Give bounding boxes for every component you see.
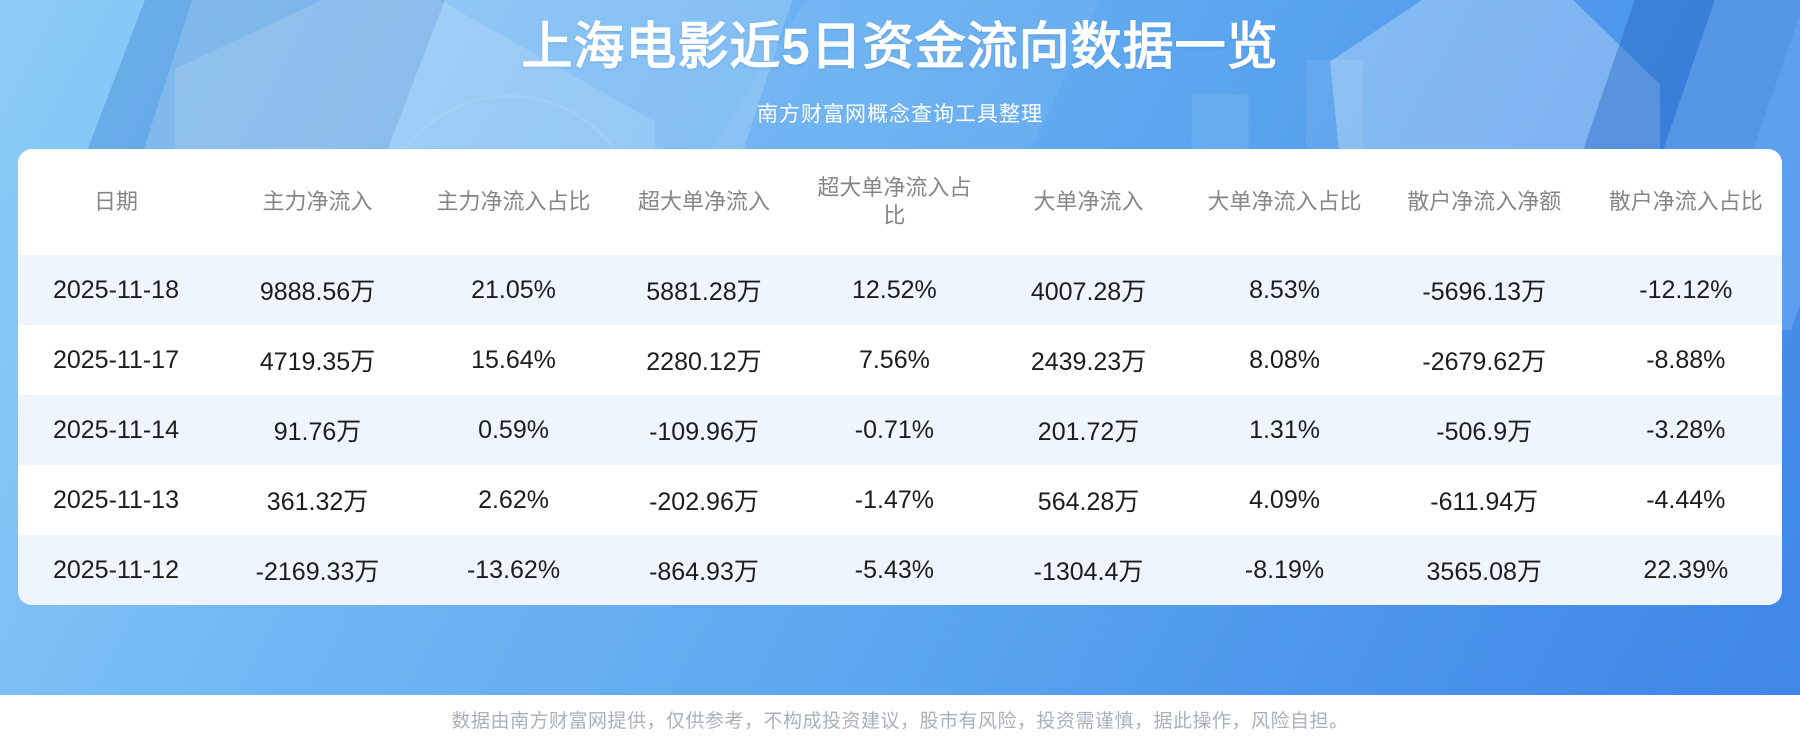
cell-main-net-inflow: 4719.35万 <box>259 348 376 377</box>
cell-large-net-inflow-ratio: 8.08% <box>1249 345 1320 374</box>
cell-xl-net-inflow: 2280.12万 <box>646 348 762 377</box>
cell-main-net-inflow-ratio: 0.59% <box>478 415 549 444</box>
fund-flow-table: 日期 主力净流入 主力净流入占比 超大单净流入 超大单净流入占比 大单净流入 大… <box>18 149 1782 606</box>
cell-large-net-inflow: -1304.4万 <box>1033 558 1144 587</box>
cell-xl-net-inflow: 5881.28万 <box>646 278 762 307</box>
column-header-large-net-inflow-ratio: 大单净流入占比 <box>1207 188 1362 214</box>
footer: 数据由南方财富网提供，仅供参考，不构成投资建议，股市有风险，投资需谨慎，据此操作… <box>0 695 1800 743</box>
data-table-card: 南方财富网 southmoney.com 日期 主力净流入 主力净流入占比 超大… <box>18 149 1782 606</box>
column-header-xl-net-inflow-ratio: 超大单净流入占比 <box>817 174 972 229</box>
column-header-main-net-inflow: 主力净流入 <box>262 188 373 214</box>
cell-date: 2025-11-13 <box>52 485 179 514</box>
page-header: 上海电影近5日资金流向数据一览 南方财富网概念查询工具整理 <box>0 0 1800 128</box>
cell-large-net-inflow: 4007.28万 <box>1030 278 1147 307</box>
cell-main-net-inflow-ratio: 2.62% <box>478 485 549 514</box>
cell-main-net-inflow-ratio: -13.62% <box>466 555 561 584</box>
cell-xl-net-inflow: -864.93万 <box>649 558 759 587</box>
cell-xl-net-inflow-ratio: 12.52% <box>852 275 937 304</box>
cell-date: 2025-11-12 <box>52 555 179 584</box>
cell-main-net-inflow: 91.76万 <box>273 418 362 447</box>
table-header-row: 日期 主力净流入 主力净流入占比 超大单净流入 超大单净流入占比 大单净流入 大… <box>18 149 1782 255</box>
cell-retail-net-ratio: -3.28% <box>1646 415 1726 444</box>
cell-retail-net-amount: -611.94万 <box>1430 488 1539 517</box>
table-row: 2025-11-17 4719.35万 15.64% 2280.12万 7.56% 243… <box>18 325 1782 396</box>
column-header-date: 日期 <box>93 188 138 214</box>
footer-disclaimer: 数据由南方财富网提供，仅供参考，不构成投资建议，股市有风险，投资需谨慎，据此操作… <box>451 710 1349 732</box>
cell-large-net-inflow-ratio: -8.19% <box>1244 555 1325 584</box>
cell-large-net-inflow: 201.72万 <box>1037 418 1140 447</box>
cell-retail-net-ratio: -8.88% <box>1646 345 1726 374</box>
table-row: 2025-11-12 -2169.33万 -13.62% -864.93万 -5.43%… <box>18 535 1782 606</box>
column-header-retail-net-amount: 散户净流入净额 <box>1407 188 1562 214</box>
page-title: 上海电影近5日资金流向数据一览 <box>521 18 1279 75</box>
cell-main-net-inflow-ratio: 21.05% <box>471 275 556 304</box>
table-body: 2025-11-18 9888.56万 21.05% 5881.28万 12.52% 40… <box>18 255 1782 606</box>
cell-date: 2025-11-18 <box>52 275 179 304</box>
cell-date: 2025-11-17 <box>52 345 179 374</box>
cell-large-net-inflow-ratio: 1.31% <box>1249 415 1320 444</box>
cell-retail-net-amount: -5696.13万 <box>1422 278 1547 307</box>
column-header-xl-net-inflow: 超大单净流入 <box>637 188 770 214</box>
cell-retail-net-amount: -506.9万 <box>1436 418 1533 447</box>
cell-main-net-inflow-ratio: 15.64% <box>471 345 556 374</box>
cell-large-net-inflow-ratio: 4.09% <box>1249 485 1320 514</box>
cell-main-net-inflow: -2169.33万 <box>255 558 380 587</box>
cell-xl-net-inflow-ratio: -0.71% <box>854 415 934 444</box>
cell-main-net-inflow: 9888.56万 <box>259 278 376 307</box>
cell-large-net-inflow: 2439.23万 <box>1030 348 1147 377</box>
column-header-retail-net-ratio: 散户净流入占比 <box>1608 188 1763 214</box>
cell-retail-net-amount: -2679.62万 <box>1422 348 1547 377</box>
table-row: 2025-11-14 91.76万 0.59% -109.96万 -0.71% 201.7… <box>18 395 1782 466</box>
column-header-main-net-inflow-ratio: 主力净流入占比 <box>436 188 591 214</box>
cell-date: 2025-11-14 <box>52 415 179 444</box>
cell-xl-net-inflow-ratio: -5.43% <box>854 555 934 584</box>
cell-retail-net-ratio: -12.12% <box>1639 275 1733 304</box>
cell-xl-net-inflow-ratio: -1.47% <box>854 485 934 514</box>
page-subtitle: 南方财富网概念查询工具整理 <box>757 103 1043 127</box>
cell-retail-net-amount: 3565.08万 <box>1426 558 1542 587</box>
cell-xl-net-inflow: -202.96万 <box>649 488 759 517</box>
table-row: 2025-11-13 361.32万 2.62% -202.96万 -1.47% 564.… <box>18 465 1782 536</box>
cell-retail-net-ratio: 22.39% <box>1643 555 1729 584</box>
cell-large-net-inflow: 564.28万 <box>1037 488 1140 517</box>
column-header-large-net-inflow: 大单净流入 <box>1033 188 1144 214</box>
cell-xl-net-inflow-ratio: 7.56% <box>858 345 930 374</box>
cell-xl-net-inflow: -109.96万 <box>649 418 759 447</box>
cell-main-net-inflow: 361.32万 <box>266 488 369 517</box>
cell-retail-net-ratio: -4.44% <box>1646 485 1726 514</box>
cell-large-net-inflow-ratio: 8.53% <box>1249 275 1320 304</box>
table-row: 2025-11-18 9888.56万 21.05% 5881.28万 12.52% 40… <box>18 255 1782 326</box>
table-header: 日期 主力净流入 主力净流入占比 超大单净流入 超大单净流入占比 大单净流入 大… <box>18 149 1782 255</box>
